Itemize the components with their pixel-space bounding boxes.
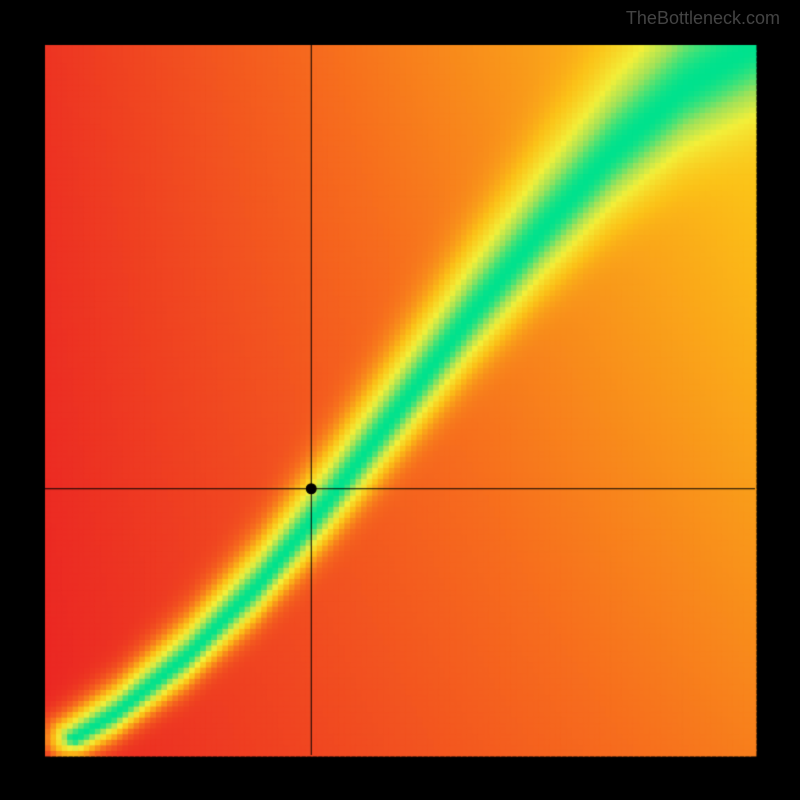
chart-container: TheBottleneck.com — [0, 0, 800, 800]
watermark-text: TheBottleneck.com — [626, 8, 780, 29]
bottleneck-heatmap — [0, 0, 800, 800]
